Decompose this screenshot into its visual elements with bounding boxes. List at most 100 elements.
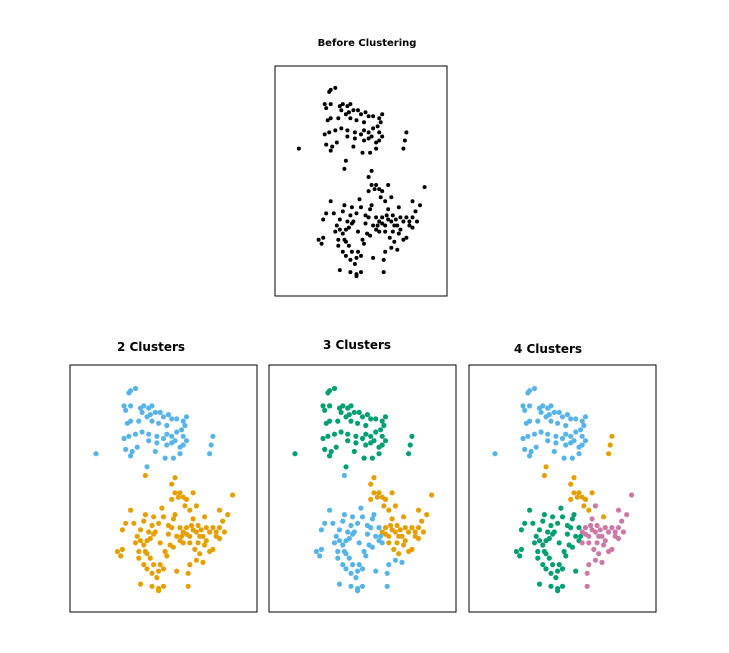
scatter-point-series-0-39 bbox=[545, 438, 551, 444]
scatter-point-series-2-38 bbox=[517, 553, 523, 559]
scatter-point-series-0-14 bbox=[359, 414, 366, 420]
scatter-point-series-0-53 bbox=[183, 438, 190, 444]
scatter-point-series-0-29 bbox=[573, 429, 579, 435]
scatter-point-series-0-56 bbox=[404, 130, 409, 135]
scatter-point-series-0-126 bbox=[345, 219, 350, 224]
scatter-point-series-1-31 bbox=[394, 540, 400, 546]
scatter-point-series-2-41 bbox=[318, 546, 324, 553]
scatter-point-series-0-31 bbox=[362, 128, 366, 133]
scatter-point-series-2-11 bbox=[555, 520, 561, 526]
scatter-point-series-0-76 bbox=[422, 185, 427, 190]
scatter-point-series-2-34 bbox=[345, 529, 351, 535]
scatter-point-series-1-62 bbox=[141, 542, 147, 548]
scatter-point-series-0-58 bbox=[207, 451, 213, 457]
scatter-point-series-2-17 bbox=[340, 518, 346, 524]
scatter-point-series-2-8 bbox=[556, 540, 562, 546]
scatter-point-series-0-43 bbox=[330, 144, 335, 149]
scatter-point-series-1-7 bbox=[175, 494, 181, 500]
scatter-point-series-1-14 bbox=[216, 507, 223, 513]
scatter-point-series-1-39 bbox=[399, 533, 405, 539]
scatter-point-series-0-147 bbox=[407, 223, 412, 228]
scatter-point-series-1-91 bbox=[200, 533, 206, 539]
scatter-point-series-1-57 bbox=[151, 562, 157, 568]
scatter-point-series-2-57 bbox=[371, 511, 377, 518]
scatter-point-series-0-60 bbox=[144, 464, 150, 470]
scatter-point-series-0-9 bbox=[548, 403, 554, 409]
scatter-point-series-0-69 bbox=[380, 189, 385, 194]
scatter-point-series-2-62 bbox=[369, 544, 375, 550]
scatter-point-series-0-38 bbox=[121, 435, 127, 442]
scatter-point-series-2-51 bbox=[348, 583, 354, 589]
chart-title-3-clusters: 3 Clusters bbox=[323, 338, 391, 352]
scatter-point-series-0-45 bbox=[128, 453, 134, 459]
scatter-point-series-2-15 bbox=[350, 514, 356, 520]
scatter-point-series-0-12 bbox=[351, 108, 356, 113]
scatter-point-series-0-115 bbox=[340, 249, 345, 254]
scatter-point-series-0-168 bbox=[386, 207, 391, 212]
scatter-point-series-0-107 bbox=[349, 205, 354, 210]
scatter-point-series-1-104 bbox=[164, 553, 170, 559]
scatter-point-series-0-145 bbox=[396, 231, 401, 236]
scatter-point-series-1-72 bbox=[119, 546, 125, 553]
scatter-point-series-0-159 bbox=[381, 270, 386, 275]
scatter-point-series-2-36 bbox=[327, 507, 333, 513]
scatter-point-series-1-93 bbox=[137, 581, 144, 587]
scatter-point-series-0-58 bbox=[401, 146, 406, 151]
scatter-point-series-0-108 bbox=[342, 203, 347, 208]
scatter-point-series-0-35 bbox=[338, 429, 344, 435]
scatter-point-series-0-24 bbox=[373, 416, 379, 422]
scatter-point-series-1-53 bbox=[136, 555, 142, 561]
scatter-point-series-3-26 bbox=[602, 538, 608, 544]
scatter-point-series-0-98 bbox=[366, 215, 371, 220]
scatter-point-series-0-16 bbox=[366, 114, 371, 119]
scatter-point-series-3-20 bbox=[594, 540, 600, 546]
scatter-point-series-0-79 bbox=[410, 215, 415, 220]
scatter-point-series-1-92 bbox=[195, 522, 201, 529]
scatter-point-series-0-143 bbox=[387, 235, 392, 240]
scatter-point-series-0-141 bbox=[395, 247, 400, 252]
scatter-point-series-1-38 bbox=[165, 531, 171, 537]
scatter-point-series-0-121 bbox=[348, 257, 353, 262]
scatter-point-series-0-158 bbox=[354, 274, 359, 279]
scatter-point-series-0-137 bbox=[371, 255, 376, 260]
scatter-point-series-0-97 bbox=[368, 207, 373, 212]
scatter-point-series-0-74 bbox=[396, 205, 401, 210]
scatter-point-series-1-21 bbox=[402, 525, 408, 531]
scatter-point-series-1-8 bbox=[568, 496, 574, 502]
scatter-point-series-0-43 bbox=[129, 448, 135, 455]
scatter-point-series-0-38 bbox=[322, 132, 327, 137]
scatter-point-series-0-7 bbox=[141, 403, 147, 409]
scatter-point-series-0-23 bbox=[563, 422, 569, 429]
scatter-point-series-1-54 bbox=[141, 562, 147, 568]
scatter-point-series-0-29 bbox=[174, 429, 180, 435]
scatter-point-series-1-10 bbox=[386, 507, 392, 513]
scatter-point-series-0-5 bbox=[324, 106, 329, 111]
scatter-point-series-1-0 bbox=[609, 433, 615, 439]
scatter-point-series-2-32 bbox=[545, 529, 551, 535]
scatter-point-series-0-0 bbox=[333, 85, 338, 90]
scatter-point-series-3-29 bbox=[594, 522, 600, 529]
scatter-point-series-1-28 bbox=[183, 525, 190, 531]
scatter-point-series-2-61 bbox=[363, 553, 369, 559]
scatter-point-series-0-163 bbox=[349, 221, 354, 226]
scatter-point-series-0-47 bbox=[361, 455, 367, 461]
scatter-point-series-3-36 bbox=[592, 557, 599, 563]
scatter-point-series-0-20 bbox=[527, 418, 533, 424]
scatter-point-series-0-40 bbox=[352, 136, 357, 141]
scatter-point-series-0-9 bbox=[348, 403, 354, 409]
scatter-point-series-1-88 bbox=[221, 529, 227, 535]
plot-frame-2-clusters bbox=[69, 364, 258, 613]
scatter-point-series-2-58 bbox=[358, 505, 364, 511]
scatter-point-series-1-27 bbox=[382, 525, 389, 531]
scatter-point-series-2-37 bbox=[518, 527, 525, 533]
scatter-point-series-2-30 bbox=[536, 538, 543, 544]
scatter-point-series-2-23 bbox=[340, 562, 346, 568]
scatter-point-series-0-23 bbox=[164, 422, 170, 429]
scatter-point-series-0-57 bbox=[402, 138, 407, 143]
scatter-point-series-1-26 bbox=[190, 527, 196, 533]
scatter-point-series-0-11 bbox=[346, 110, 351, 115]
scatter-point-series-0-113 bbox=[336, 237, 341, 242]
scatter-point-series-1-0 bbox=[368, 481, 374, 487]
scatter-point-series-2-7 bbox=[364, 531, 370, 537]
